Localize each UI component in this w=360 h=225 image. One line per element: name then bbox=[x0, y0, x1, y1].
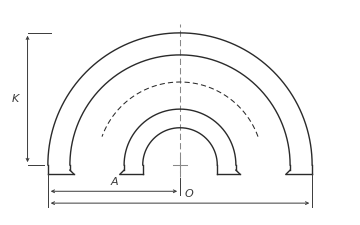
Text: O: O bbox=[184, 189, 193, 199]
Text: K: K bbox=[12, 94, 19, 104]
Text: A: A bbox=[110, 177, 118, 187]
